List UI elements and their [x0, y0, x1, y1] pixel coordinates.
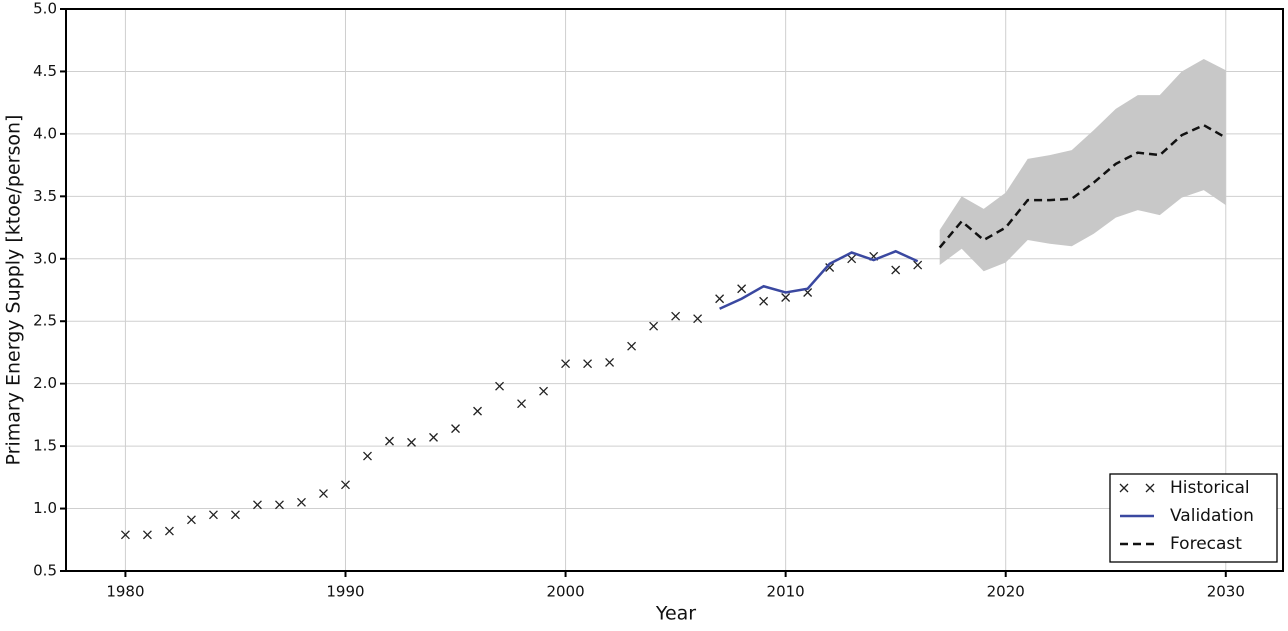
- marker: [583, 359, 593, 369]
- marker: [208, 510, 218, 520]
- marker: [715, 294, 725, 304]
- marker: [693, 314, 703, 324]
- x-axis-label: Year: [655, 603, 696, 625]
- x-tick-label: 2010: [767, 583, 805, 601]
- marker: [186, 515, 196, 525]
- x-tick-label: 1990: [326, 583, 364, 601]
- marker: [1145, 483, 1155, 493]
- marker: [649, 321, 659, 331]
- marker: [120, 530, 130, 540]
- marker: [495, 381, 505, 391]
- marker: [561, 359, 571, 369]
- marker: [142, 530, 152, 540]
- y-tick-label: 3.0: [33, 249, 57, 267]
- series-line: [938, 123, 1227, 249]
- marker: [1119, 483, 1129, 493]
- marker: [825, 263, 835, 272]
- marker: [627, 341, 637, 351]
- marker: [275, 500, 284, 510]
- marker: [451, 424, 460, 434]
- marker: [847, 254, 857, 264]
- y-axis-label: Primary Energy Supply [ktoe/person]: [3, 115, 25, 466]
- marker: [363, 451, 372, 461]
- marker: [891, 265, 901, 275]
- plot-frame: [65, 8, 1284, 572]
- marker: [913, 260, 923, 270]
- confidence-band: [939, 58, 1226, 272]
- series-line: [719, 249, 919, 310]
- y-tick-label: 5.0: [33, 0, 57, 18]
- x-tick-label: 2030: [1207, 583, 1245, 601]
- marker: [253, 500, 262, 510]
- y-tick-label: 1.0: [33, 499, 57, 517]
- marker: [737, 284, 747, 294]
- marker: [781, 293, 791, 302]
- y-tick-label: 0.5: [33, 562, 57, 580]
- marker: [297, 497, 306, 507]
- marker: [429, 432, 438, 442]
- marker: [230, 510, 240, 520]
- marker: [539, 386, 549, 396]
- marker: [605, 357, 615, 367]
- marker: [759, 296, 769, 306]
- marker: [164, 526, 174, 536]
- marker: [517, 399, 527, 409]
- marker: [341, 480, 350, 490]
- x-tick-label: 2000: [546, 583, 584, 601]
- legend-label: Validation: [1170, 506, 1254, 526]
- marker: [385, 436, 394, 446]
- legend-label: Forecast: [1170, 534, 1242, 554]
- x-tick-label: 1980: [106, 583, 144, 601]
- y-tick-label: 4.0: [33, 124, 57, 142]
- marker: [407, 437, 416, 447]
- legend-box: [1109, 473, 1278, 563]
- legend-label: Historical: [1170, 478, 1250, 498]
- marker: [671, 311, 681, 321]
- y-tick-label: 2.0: [33, 374, 57, 392]
- x-tick-label: 2020: [987, 583, 1025, 601]
- marker: [473, 406, 482, 416]
- y-tick-label: 1.5: [33, 437, 57, 455]
- y-tick-label: 3.5: [33, 187, 57, 205]
- marker: [319, 489, 328, 499]
- y-tick-label: 2.5: [33, 312, 57, 330]
- y-tick-label: 4.5: [33, 62, 57, 80]
